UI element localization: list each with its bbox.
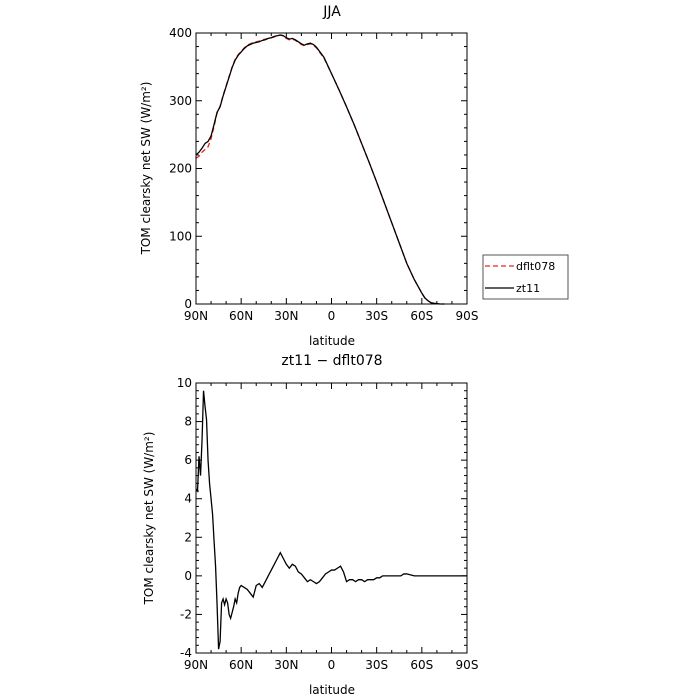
x-tick-label: 60N	[229, 658, 253, 672]
y-tick-label: 2	[184, 530, 192, 544]
y-tick-label: 300	[169, 94, 192, 108]
y-tick-label: 10	[177, 376, 192, 390]
legend-label-zt11: zt11	[516, 282, 540, 295]
top-plot-area: 0 100 200 300 400 90N 60N 30N 0 30S 60S 90S	[169, 26, 478, 323]
x-tick-label: 30N	[274, 658, 298, 672]
y-tick-label: 6	[184, 453, 192, 467]
series-line-zt11	[195, 34, 445, 305]
y-tick-label: -4	[180, 646, 192, 660]
top-y-axis-label: TOM clearsky net SW (W/m²)	[139, 82, 153, 256]
bottom-x-axis-label: latitude	[309, 683, 355, 697]
top-panel: JJA 0 100 200 300 400 90N 60N 30N 0 30S 60S 90S lat…	[139, 4, 569, 348]
legend-box	[482, 254, 569, 300]
x-tick-label: 90N	[184, 658, 208, 672]
y-tick-label: 4	[184, 492, 192, 506]
x-tick-label: 60S	[410, 658, 433, 672]
y-tick-label: 400	[169, 26, 192, 40]
series-line	[195, 390, 467, 650]
bottom-panel: zt11 − dflt078 -4 -2 0 2 4 6 8 10 90N 60N 30N 0 30S 6…	[142, 353, 478, 697]
top-plot-frame	[195, 32, 468, 305]
x-tick-label: 60N	[229, 309, 253, 323]
y-tick-label: 0	[184, 569, 192, 583]
x-tick-label: 30S	[365, 309, 388, 323]
top-x-axis-label: latitude	[309, 334, 355, 348]
x-tick-label: 30S	[365, 658, 388, 672]
x-tick-label: 90S	[456, 309, 479, 323]
x-tick-label: 90N	[184, 309, 208, 323]
bottom-y-axis-label: TOM clearsky net SW (W/m²)	[142, 432, 156, 606]
y-tick-label: 8	[184, 415, 192, 429]
x-tick-label: 30N	[274, 309, 298, 323]
top-chart-title: JJA	[322, 4, 341, 20]
y-tick-label: 0	[184, 297, 192, 311]
y-tick-label: 200	[169, 162, 192, 176]
bottom-plot-area: -4 -2 0 2 4 6 8 10 90N 60N 30N 0 30S 60S 90S	[177, 376, 479, 672]
y-tick-label: -2	[180, 607, 192, 621]
x-tick-label: 60S	[410, 309, 433, 323]
x-tick-label: 0	[328, 658, 336, 672]
bottom-chart-title: zt11 − dflt078	[281, 353, 382, 369]
legend-label-dflt078: dflt078	[516, 260, 555, 273]
x-tick-label: 90S	[456, 658, 479, 672]
y-tick-label: 100	[169, 229, 192, 243]
bottom-plot-frame	[195, 382, 468, 654]
x-tick-label: 0	[328, 309, 336, 323]
legend: dflt078 zt11	[482, 254, 569, 300]
